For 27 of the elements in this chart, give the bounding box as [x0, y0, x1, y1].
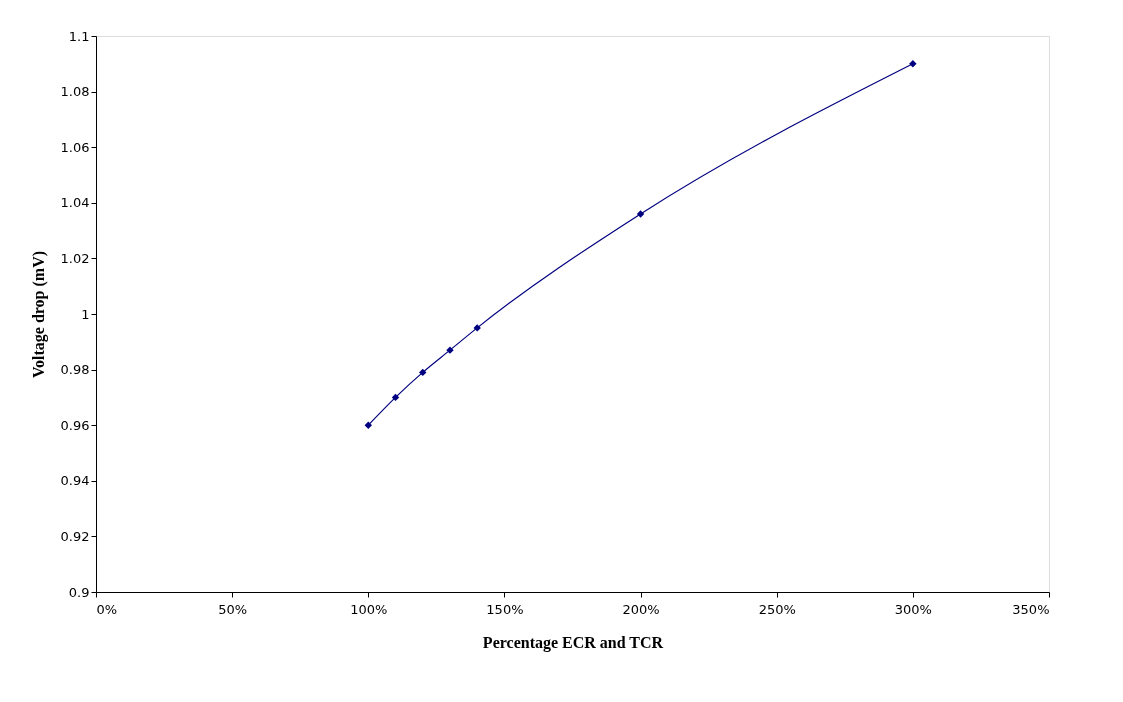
x-tick-label: 0% [96, 601, 118, 617]
x-tick-label: 350% [1012, 601, 1050, 617]
point [909, 60, 917, 68]
y-tick-label: 0.94 [60, 473, 90, 489]
point [419, 368, 427, 377]
point [473, 324, 481, 332]
point [391, 393, 400, 402]
y-tick-label: 0.9 [68, 584, 90, 600]
x-axis-title: Percentage ECR and TCR [482, 633, 664, 652]
y-tick-label: 1.04 [60, 195, 90, 211]
y-tick-label: 1 [81, 306, 90, 322]
y-tick-label: 0.96 [60, 417, 90, 433]
y-axis-title: Voltage drop (mV) [29, 250, 48, 379]
y-tick-label: 1.08 [60, 84, 90, 100]
point [636, 210, 645, 218]
point [364, 421, 372, 429]
x-tick-label: 50% [218, 601, 248, 617]
y-tick-label: 1.1 [68, 28, 90, 44]
x-tick-label: 150% [486, 601, 524, 617]
y-tick-label: 1.02 [60, 250, 90, 266]
x-tick-label: 100% [350, 601, 388, 617]
x-tick-label: 300% [894, 601, 932, 617]
y-tick-label: 0.98 [60, 362, 90, 378]
y-tick-label: 0.92 [60, 528, 90, 544]
y-tick-label: 1.06 [60, 139, 90, 155]
x-tick-label: 250% [758, 601, 796, 617]
x-tick-label: 200% [622, 601, 660, 617]
